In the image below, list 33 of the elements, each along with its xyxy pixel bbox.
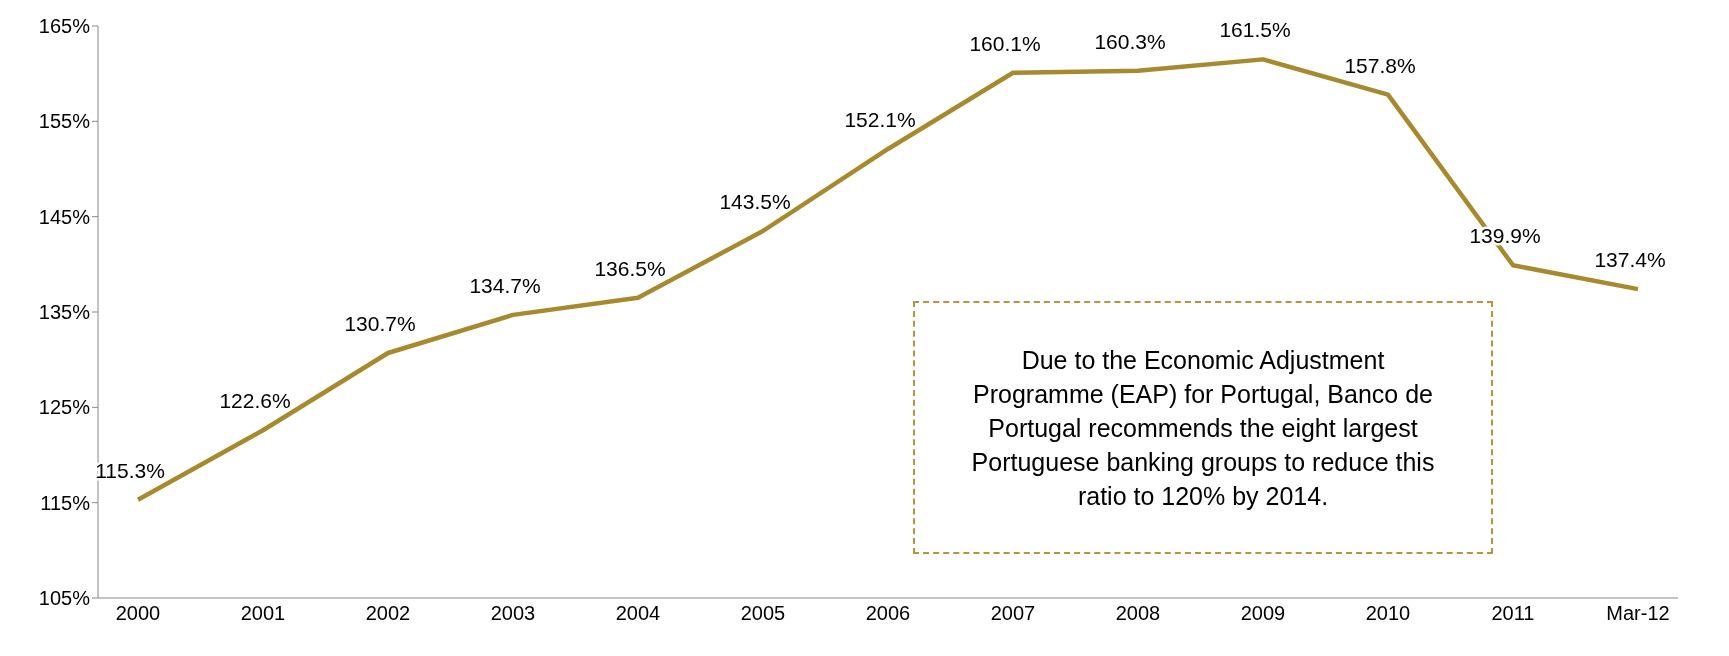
y-tick-label: 145% [38,205,91,228]
x-tick-label: 2003 [490,602,536,625]
data-label: 136.5% [594,256,666,280]
x-tick-label: 2005 [740,602,786,625]
data-label: 161.5% [1219,18,1291,42]
x-tick-label: Mar-12 [1606,602,1670,625]
y-tick-label: 135% [38,301,91,324]
data-label: 160.1% [969,31,1041,55]
data-label: 160.3% [1094,29,1166,53]
x-tick-label: 2002 [365,602,411,625]
x-tick-label: 2001 [240,602,286,625]
y-tick-label: 125% [38,396,91,419]
data-label: 152.1% [844,107,916,131]
y-tick-label: 105% [38,587,91,610]
x-tick-label: 2004 [615,602,661,625]
annotation: Due to the Economic Adjustment Programme (EAP) for Portugal, Banco de Portugal recommends the eight largest Portuguese banking groups to reduce this ratio to 120% by 2014. [913,301,1493,554]
data-label: 137.4% [1594,248,1666,272]
x-tick-label: 2006 [865,602,911,625]
x-tick-label: 2010 [1365,602,1411,625]
data-label: 157.8% [1344,53,1416,77]
data-label: 143.5% [719,189,791,213]
x-tick-label: 2009 [1240,602,1286,625]
x-tick-label: 2007 [990,602,1036,625]
y-tick-label: 155% [38,110,91,133]
y-tick-label: 115% [40,491,91,514]
x-tick-label: 2008 [1115,602,1161,625]
data-label: 122.6% [219,389,291,413]
x-tick-label: 2011 [1491,602,1535,625]
x-tick-label: 2000 [115,602,161,625]
data-label: 134.7% [469,273,541,297]
data-label: 130.7% [344,311,416,335]
data-label: 115.3% [95,458,165,482]
y-tick-label: 165% [38,15,91,38]
